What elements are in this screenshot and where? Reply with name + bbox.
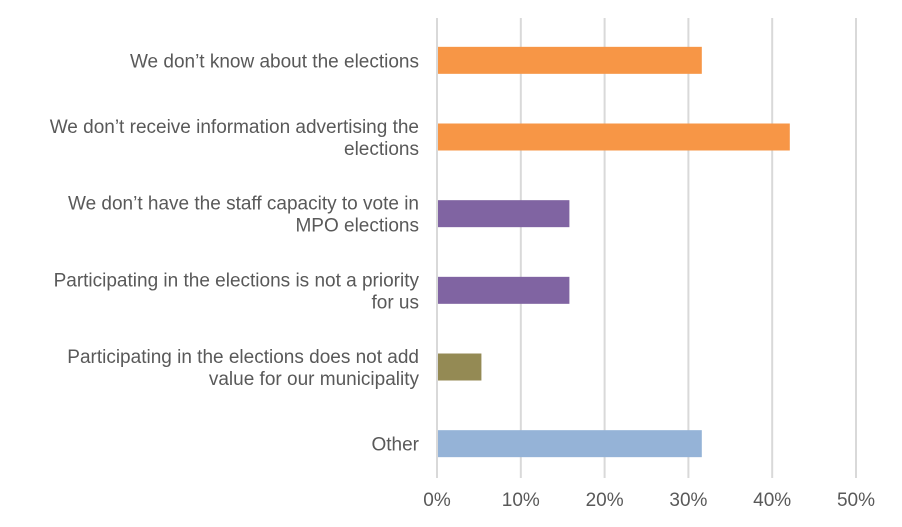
category-label-line: Participating in the elections does not …: [67, 347, 419, 368]
x-tick-label: 10%: [502, 490, 540, 511]
x-tick-label: 20%: [586, 490, 624, 511]
x-tick-label: 30%: [669, 490, 707, 511]
category-label-line: We don’t know about the elections: [130, 51, 419, 72]
x-tick-label: 40%: [753, 490, 791, 511]
gridlines: [436, 18, 857, 478]
category-label-line: MPO elections: [295, 216, 419, 237]
bar: [438, 430, 702, 458]
category-label-line: We don’t have the staff capacity to vote…: [68, 194, 419, 215]
category-label: Participating in the elections does not …: [67, 347, 419, 390]
category-label: We don’t know about the elections: [130, 51, 419, 72]
x-axis-tick-labels: 0% 10% 20% 30% 40% 50%: [423, 490, 875, 511]
bar: [438, 200, 570, 228]
category-label-line: Participating in the elections is not a …: [54, 270, 420, 291]
x-tick-label: 50%: [837, 490, 875, 511]
bar: [438, 46, 702, 74]
category-label-line: for us: [371, 292, 419, 313]
bar: [438, 276, 570, 304]
category-label-line: elections: [344, 139, 419, 160]
bar: [438, 123, 790, 151]
category-label: We don’t receive information advertising…: [50, 117, 419, 160]
category-label-line: We don’t receive information advertising…: [50, 117, 419, 138]
category-label: Other: [371, 435, 419, 456]
category-label-line: Other: [371, 435, 419, 456]
category-label-line: value for our municipality: [209, 369, 420, 390]
category-labels: We don’t know about the elections We don’…: [50, 51, 420, 455]
category-label: Participating in the elections is not a …: [54, 270, 420, 313]
x-tick-label: 0%: [423, 490, 451, 511]
bars: [438, 46, 790, 458]
category-label: We don’t have the staff capacity to vote…: [68, 194, 419, 237]
bar: [438, 353, 482, 381]
